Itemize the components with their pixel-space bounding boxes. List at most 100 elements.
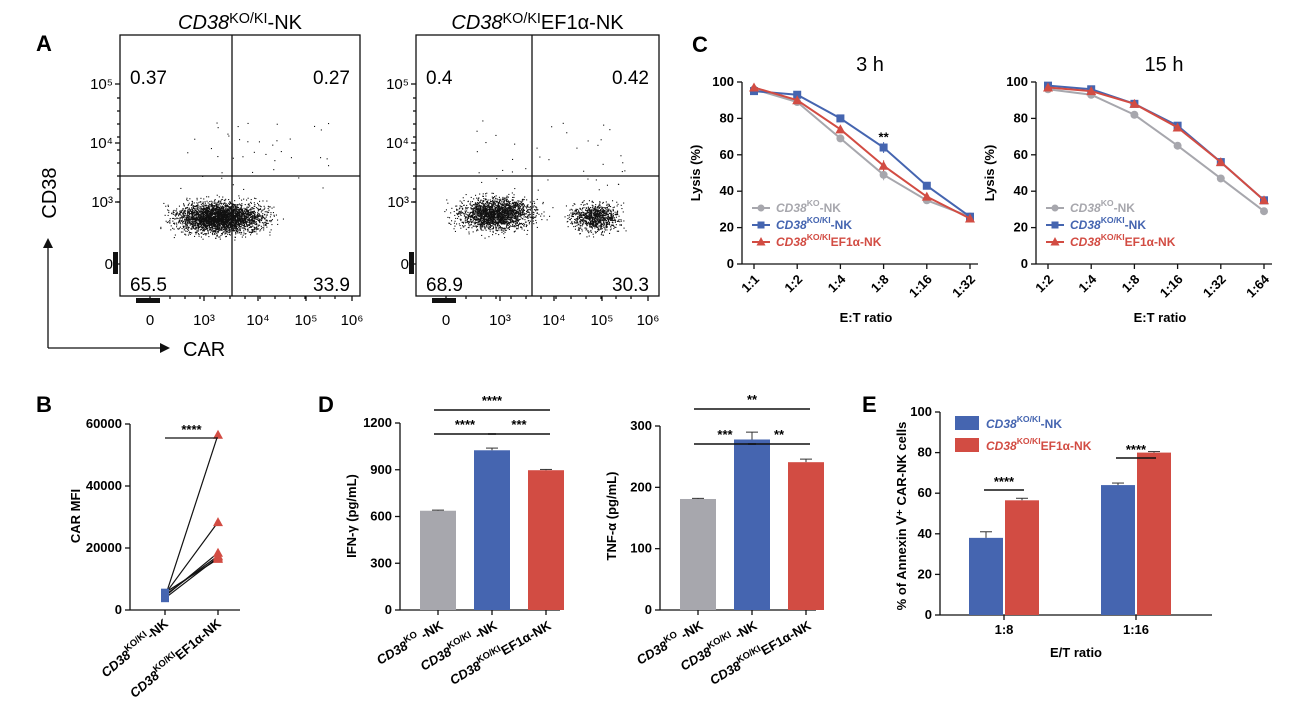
lysis-point-koki bbox=[879, 143, 888, 152]
flow-x-axis-zero-band bbox=[432, 298, 456, 303]
annexin-x-axis-label: E/T ratio bbox=[1050, 645, 1102, 660]
lysis-x-tick-label: 1:8 bbox=[1119, 272, 1143, 296]
lysis-legend-label: CD38KO/KI-NK bbox=[1070, 215, 1146, 232]
quadrant-upper-right-value: 0.27 bbox=[313, 68, 350, 89]
flow-events bbox=[160, 122, 330, 241]
annexin-legend-label: CD38KO/KIEF1α-NK bbox=[986, 436, 1092, 453]
cytokine-y-tick-label: 0 bbox=[385, 602, 392, 617]
annexin-significance-label: **** bbox=[1126, 442, 1147, 457]
lysis-point-ko bbox=[879, 170, 888, 179]
lysis-series-line-1 bbox=[753, 88, 971, 218]
flow-x-tick-label: 0 bbox=[146, 312, 154, 329]
flow-y-tick-label: 10⁵ bbox=[386, 76, 409, 93]
lysis-y-axis-label: Lysis (%) bbox=[688, 145, 703, 202]
panel-letter-d: D bbox=[318, 392, 334, 417]
cytokine-y-tick-label: 300 bbox=[630, 418, 652, 433]
cytokine-y-tick-label: 600 bbox=[370, 509, 392, 524]
lysis-legend-label: CD38KO/KI-NK bbox=[776, 215, 852, 232]
flow-x-axis-zero-band bbox=[136, 298, 160, 303]
lysis-series-line-2 bbox=[753, 90, 971, 218]
lysis-point-ko bbox=[1260, 207, 1268, 216]
lysis-point-koki bbox=[922, 181, 931, 190]
cytokine-significance-label: ** bbox=[774, 427, 785, 442]
lysis-point-ko bbox=[1216, 174, 1225, 183]
flow-x-tick-label: 10⁵ bbox=[591, 312, 614, 329]
lysis-significance-label: ** bbox=[879, 130, 890, 145]
lysis-x-tick-label: 1:2 bbox=[781, 272, 805, 296]
panel-a-flow-cytometry: A CD38KO/KI-NK 0.37 0.27 65.5 33.9 0 10³ 10⁴ 10⁵ 0… bbox=[36, 11, 660, 361]
flow-y-axis-label: CD38 bbox=[39, 167, 61, 218]
panel-letter-b: B bbox=[36, 392, 52, 417]
cytokine-bar-1 bbox=[420, 510, 456, 610]
flow-plot-1: CD38KO/KI-NK 0.37 0.27 65.5 33.9 0 10³ 10⁴ 10⁵ 0 1… bbox=[90, 11, 364, 329]
lysis-y-axis-label: Lysis (%) bbox=[982, 145, 997, 202]
cytokine-y-tick-label: 300 bbox=[370, 555, 392, 570]
lysis-legend-label: CD38KO-NK bbox=[776, 198, 841, 215]
lysis-point-ef1a bbox=[1172, 122, 1183, 132]
panel-letter-e: E bbox=[862, 392, 877, 417]
lysis-legend-marker bbox=[756, 237, 766, 246]
lysis-point-ko bbox=[836, 134, 845, 143]
lysis-point-ef1a bbox=[749, 82, 759, 92]
lysis-y-tick-label: 40 bbox=[1014, 183, 1028, 198]
panel-letter-c: C bbox=[692, 32, 708, 57]
flow-xlabel-arrowhead bbox=[160, 343, 170, 353]
cytokine-x-tick-label: CD38KO/KIEF1α-NK bbox=[446, 616, 554, 688]
cytokine-bar-3 bbox=[788, 462, 824, 610]
lysis-point-ef1a bbox=[1259, 195, 1269, 205]
mfi-point-ef1a bbox=[213, 429, 223, 439]
quadrant-upper-left-value: 0.37 bbox=[130, 68, 167, 89]
mfi-y-axis-label: CAR MFI bbox=[68, 489, 83, 543]
flow-x-tick-label: 10³ bbox=[193, 312, 215, 329]
annexin-y-tick-label: 0 bbox=[925, 607, 932, 622]
annexin-y-tick-label: 100 bbox=[910, 404, 932, 419]
lysis-series-line-3 bbox=[753, 86, 971, 220]
flow-plot-frame bbox=[119, 34, 361, 297]
lysis-legend-marker bbox=[1051, 204, 1059, 212]
flow-x-tick-label: 10⁶ bbox=[341, 312, 364, 329]
lysis-point-ef1a bbox=[1086, 86, 1097, 96]
cytokine-significance-label: *** bbox=[717, 427, 733, 442]
flow-y-tick-label: 10⁴ bbox=[386, 135, 409, 152]
lysis-point-ef1a bbox=[1043, 82, 1053, 92]
cytokine-significance-label: **** bbox=[482, 393, 503, 408]
annexin-legend-swatch bbox=[955, 438, 979, 452]
flow-y-tick-label: 10³ bbox=[91, 194, 113, 211]
panel-letter-a: A bbox=[36, 31, 52, 56]
cytokine-significance-label: ** bbox=[747, 392, 758, 407]
flow-y-axis-zero-band bbox=[113, 252, 118, 274]
annexin-y-axis-label: % of Annexin Ⅴ⁺ CAR-NK cells bbox=[894, 422, 909, 611]
annexin-bar-1 bbox=[969, 537, 1003, 615]
lysis-x-tick-label: 1:16 bbox=[906, 272, 935, 301]
flow-events bbox=[444, 120, 627, 239]
annexin-x-tick-label: 1:8 bbox=[995, 622, 1014, 637]
flow-y-tick-label: 10³ bbox=[387, 194, 409, 211]
flow-x-tick-label: 10³ bbox=[489, 312, 511, 329]
lysis-x-tick-label: 1:2 bbox=[1032, 272, 1056, 296]
cytokine-y-tick-label: 0 bbox=[645, 602, 652, 617]
lysis-x-tick-label: 1:64 bbox=[1243, 271, 1273, 301]
quadrant-lower-left-value: 68.9 bbox=[426, 275, 463, 296]
cytokine-significance-label: *** bbox=[511, 417, 527, 432]
lysis-legend-marker bbox=[1051, 221, 1059, 229]
quadrant-lower-right-value: 30.3 bbox=[612, 275, 649, 296]
flow-x-tick-label: 10⁴ bbox=[246, 312, 269, 329]
lysis-series-line-1 bbox=[1047, 88, 1265, 213]
annexin-bar-2 bbox=[1137, 452, 1171, 615]
lysis-legend-marker bbox=[1050, 237, 1060, 246]
lysis-point-ef1a bbox=[965, 213, 975, 223]
lysis-plot-2: 0 20 40 60 80 100 Lysis (%) 15 h 1:2 1:4 1:8 1:16 1:… bbox=[982, 54, 1273, 325]
lysis-y-tick-label: 40 bbox=[720, 183, 734, 198]
flow-x-tick-label: 10⁴ bbox=[542, 312, 565, 329]
lysis-point-ef1a bbox=[1215, 157, 1226, 167]
annexin-legend-label: CD38KO/KI-NK bbox=[986, 414, 1062, 431]
lysis-point-koki bbox=[793, 90, 802, 99]
annexin-significance-label: **** bbox=[994, 474, 1015, 489]
flow-y-tick-label: 10⁴ bbox=[90, 135, 113, 152]
